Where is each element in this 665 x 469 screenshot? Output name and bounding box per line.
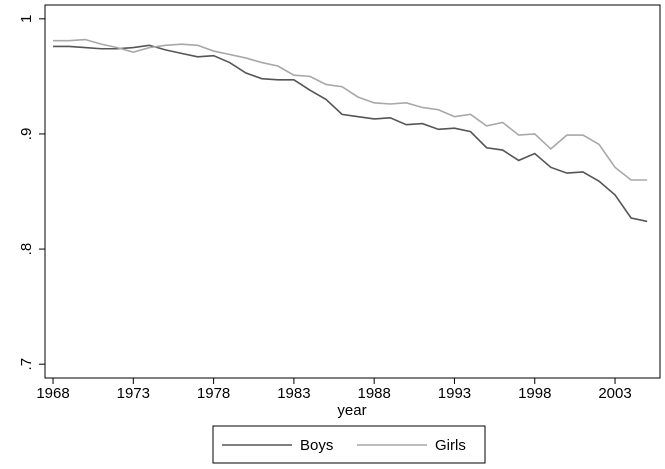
x-axis-title: year [337,402,366,419]
y-tick-label: .8 [18,243,35,256]
x-tick-label: 1973 [117,385,150,402]
x-tick-label: 1978 [197,385,230,402]
x-tick-label: 2003 [598,385,631,402]
y-tick-label: .9 [18,128,35,141]
x-tick-label: 1988 [357,385,390,402]
y-tick-label: .7 [18,358,35,371]
legend-label: Girls [435,437,466,454]
x-tick-label: 1968 [36,385,69,402]
data-line [53,38,648,181]
x-tick-label: 1998 [518,385,551,402]
y-tick-label: 1 [18,15,35,23]
x-tick-label: 1983 [277,385,310,402]
legend-label: Boys [300,437,333,454]
x-tick-label: 1993 [438,385,471,402]
data-line [53,44,648,223]
plot-frame [44,4,661,379]
